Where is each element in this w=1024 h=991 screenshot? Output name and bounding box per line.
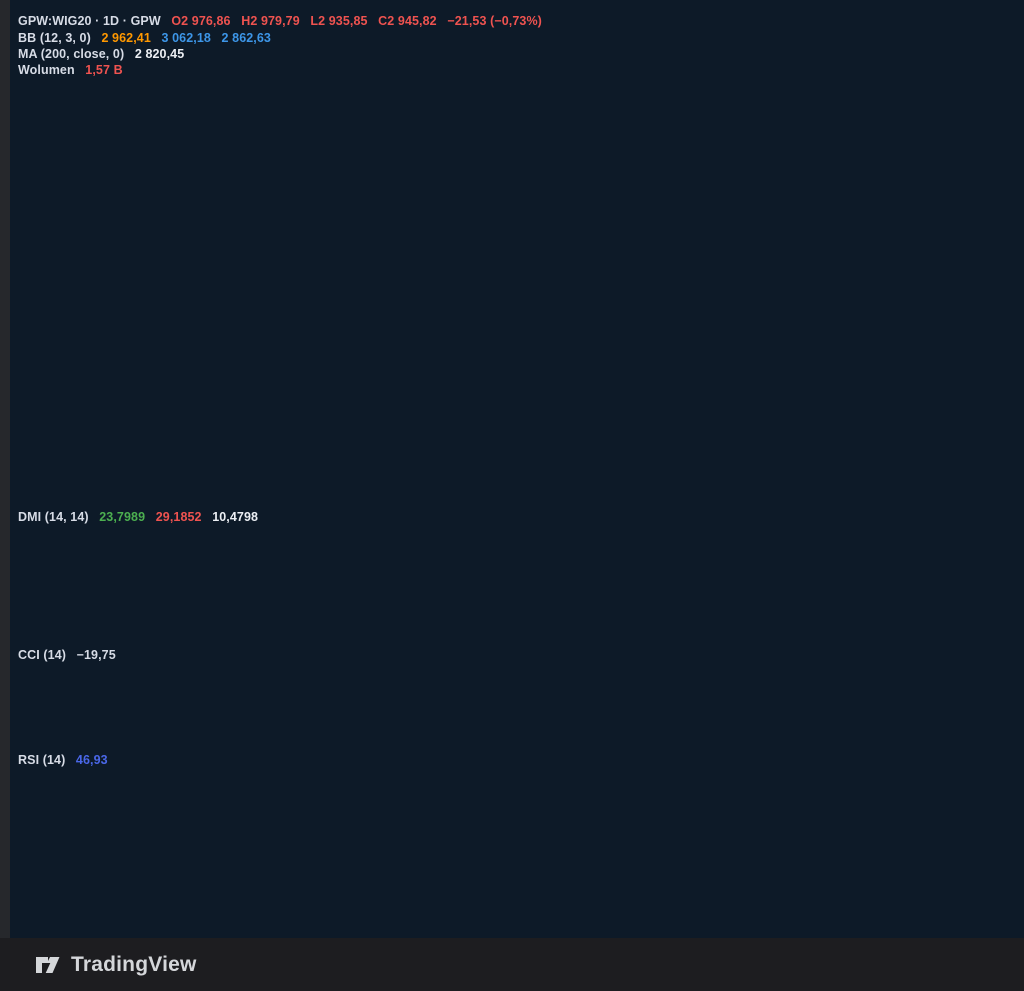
ohlc-high: H2 979,79 xyxy=(241,14,300,28)
volume-label[interactable]: Wolumen xyxy=(18,63,75,77)
volume-value: 1,57 B xyxy=(85,63,123,77)
dmi-minus-value: 29,1852 xyxy=(155,510,202,524)
bb-lower-value: 2 862,63 xyxy=(221,31,271,45)
brand-name[interactable]: TradingView xyxy=(71,952,197,976)
ohlc-open: O2 976,86 xyxy=(171,14,231,28)
bb-basis-value: 2 962,41 xyxy=(101,31,151,45)
dmi-plus-value: 23,7989 xyxy=(99,510,146,524)
bb-row: BB (12, 3, 0) 2 962,41 3 062,18 2 862,63 xyxy=(18,31,549,45)
ma-value: 2 820,45 xyxy=(134,47,185,61)
tradingview-logo-icon[interactable] xyxy=(34,951,61,978)
bb-upper-value: 3 062,18 xyxy=(161,31,211,45)
volume-row: Wolumen 1,57 B xyxy=(18,63,549,77)
symbol-row: GPW:WIG20 · 1D · GPW O2 976,86 H2 979,79… xyxy=(18,14,549,28)
cci-label[interactable]: CCI (14) xyxy=(18,648,67,662)
cci-legend: CCI (14) −19,75 xyxy=(18,648,123,662)
rsi-legend: RSI (14) 46,93 xyxy=(18,753,115,767)
dmi-legend: DMI (14, 14) 23,7989 29,1852 10,4798 xyxy=(18,510,265,524)
dmi-adx-value: 10,4798 xyxy=(212,510,259,524)
cci-value: −19,75 xyxy=(76,648,116,662)
bb-label[interactable]: BB (12, 3, 0) xyxy=(18,31,91,45)
left-gutter xyxy=(0,0,10,938)
footer-bar: TradingView xyxy=(0,938,1024,991)
rsi-label[interactable]: RSI (14) xyxy=(18,753,66,767)
ma-label[interactable]: MA (200, close, 0) xyxy=(18,47,125,61)
ohlc-close: C2 945,82 xyxy=(378,14,437,28)
change-value: −21,53 (−0,73%) xyxy=(447,14,542,28)
main-legend: GPW:WIG20 · 1D · GPW O2 976,86 H2 979,79… xyxy=(18,14,549,77)
rsi-value: 46,93 xyxy=(75,753,108,767)
dmi-label[interactable]: DMI (14, 14) xyxy=(18,510,89,524)
symbol-title[interactable]: GPW:WIG20 · 1D · GPW xyxy=(18,14,161,28)
ohlc-low: L2 935,85 xyxy=(310,14,368,28)
ma-row: MA (200, close, 0) 2 820,45 xyxy=(18,47,549,61)
